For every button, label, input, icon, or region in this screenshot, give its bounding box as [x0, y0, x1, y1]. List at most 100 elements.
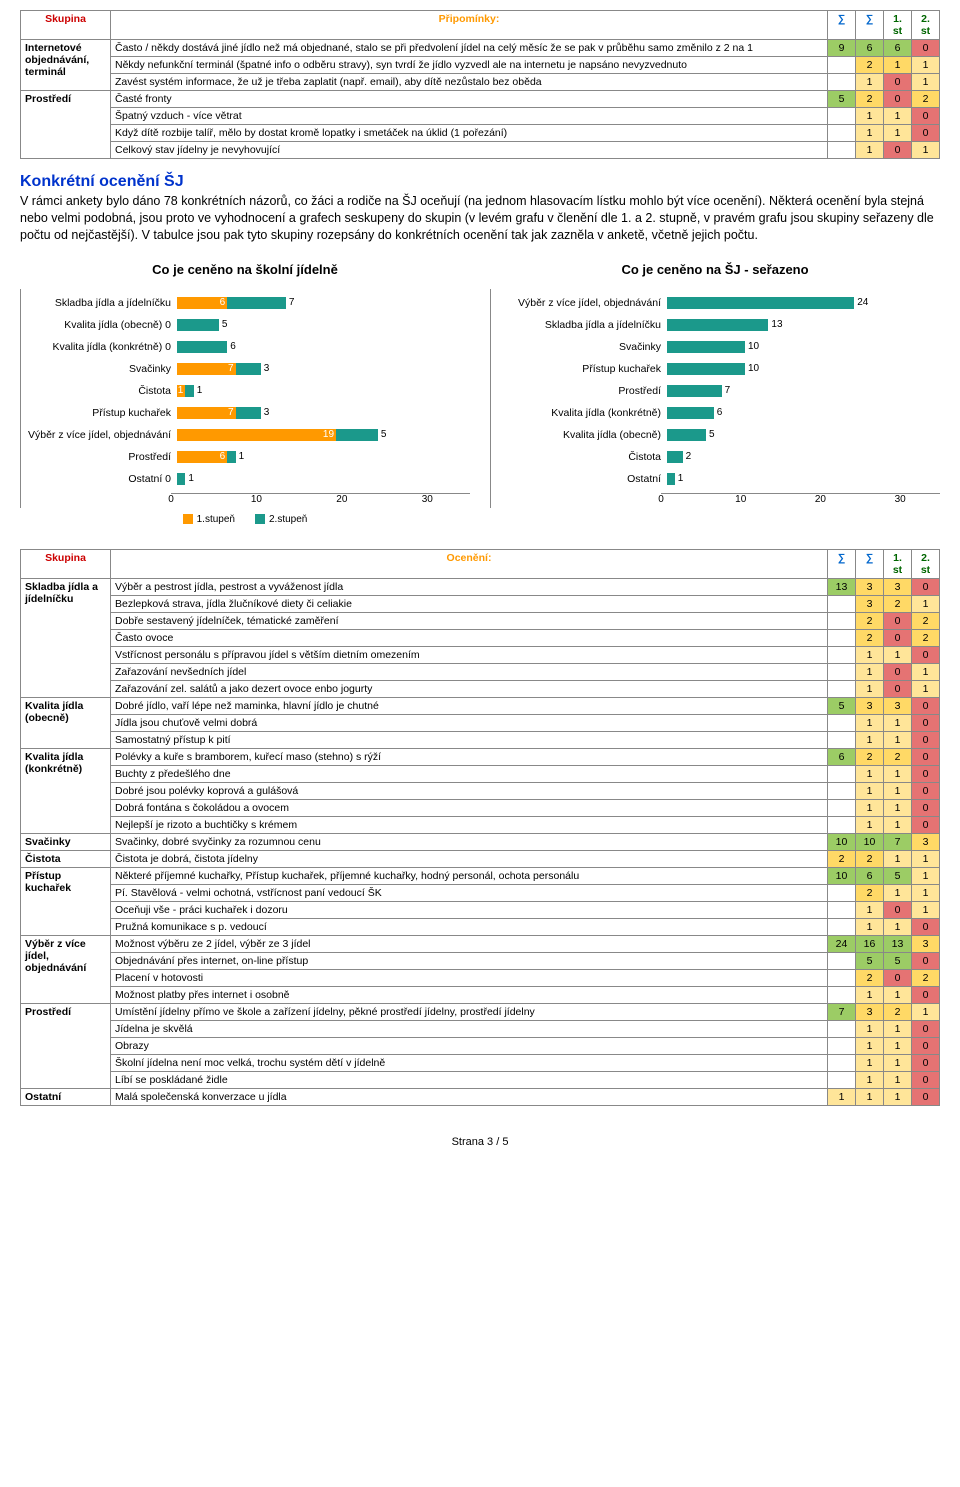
chart-bar: 11 — [177, 384, 470, 398]
value-cell: 1 — [884, 125, 912, 142]
value-cell: 1 — [856, 714, 884, 731]
value-cell: 0 — [912, 782, 940, 799]
row-text: Obrazy — [111, 1037, 828, 1054]
table-row: Někdy nefunkční terminál (špatné info o … — [21, 57, 940, 74]
value-cell — [828, 1020, 856, 1037]
value-cell: 2 — [912, 629, 940, 646]
value-cell: 1 — [884, 57, 912, 74]
row-text: Placení v hotovosti — [111, 969, 828, 986]
value-cell — [828, 74, 856, 91]
value-cell: 3 — [856, 697, 884, 714]
hdr-sum2: ∑ — [856, 549, 884, 578]
chart-category-label: Přístup kuchařek — [491, 363, 667, 375]
chart-category-label: Prostředí — [21, 451, 177, 463]
group-label: Výběr z více jídel, objednávání — [21, 935, 111, 1003]
table-row: OstatníMalá společenská konverzace u jíd… — [21, 1088, 940, 1105]
row-text: Nejlepší je rizoto a buchtičky s krémem — [111, 816, 828, 833]
row-text: Možnost platby přes internet i osobně — [111, 986, 828, 1003]
value-cell: 1 — [912, 901, 940, 918]
chart-bar: 73 — [177, 406, 470, 420]
value-cell: 7 — [884, 833, 912, 850]
value-cell: 0 — [912, 986, 940, 1003]
value-cell: 1 — [856, 1054, 884, 1071]
value-cell: 0 — [912, 1088, 940, 1105]
chart-right: Co je ceněno na ŠJ - seřazeno Výběr z ví… — [490, 262, 940, 525]
chart-row: Přístup kuchařek10 — [491, 361, 940, 377]
row-text: Buchty z předešlého dne — [111, 765, 828, 782]
value-cell: 1 — [884, 1037, 912, 1054]
value-cell: 1 — [884, 731, 912, 748]
value-cell: 2 — [856, 969, 884, 986]
table-row: Školní jídelna není moc velká, trochu sy… — [21, 1054, 940, 1071]
chart-row: Svačinky10 — [491, 339, 940, 355]
value-cell: 1 — [884, 884, 912, 901]
table-row: Celkový stav jídelny je nevyhovující101 — [21, 142, 940, 159]
value-cell: 2 — [912, 612, 940, 629]
row-text: Dobré jsou polévky koprová a gulášová — [111, 782, 828, 799]
chart-category-label: Skladba jídla a jídelníčku — [21, 297, 177, 309]
value-cell: 2 — [884, 748, 912, 765]
value-cell: 2 — [884, 595, 912, 612]
value-cell: 3 — [912, 833, 940, 850]
value-cell — [828, 799, 856, 816]
value-cell: 3 — [884, 578, 912, 595]
chart-row: Ostatní1 — [491, 471, 940, 487]
hdr-1st: 1. st — [884, 11, 912, 40]
row-text: Jídelna je skvělá — [111, 1020, 828, 1037]
chart-category-label: Výběr z více jídel, objednávání — [491, 297, 667, 309]
row-text: Špatný vzduch - více větrat — [111, 108, 828, 125]
group-label: Svačinky — [21, 833, 111, 850]
value-cell: 1 — [912, 884, 940, 901]
chart-row: Kvalita jídla (obecně)5 — [491, 427, 940, 443]
chart-category-label: Kvalita jídla (konkrétně) 0 — [21, 341, 177, 353]
value-cell: 0 — [912, 731, 940, 748]
value-cell: 0 — [912, 646, 940, 663]
row-text: Pí. Stavělová - velmi ochotná, vstřícnos… — [111, 884, 828, 901]
value-cell: 10 — [828, 867, 856, 884]
row-text: Časté fronty — [111, 91, 828, 108]
row-text: Polévky a kuře s bramborem, kuřecí maso … — [111, 748, 828, 765]
chart-bar: 61 — [177, 450, 470, 464]
value-cell: 2 — [856, 612, 884, 629]
value-cell — [828, 918, 856, 935]
value-cell: 3 — [912, 935, 940, 952]
value-cell: 6 — [884, 40, 912, 57]
value-cell: 1 — [856, 765, 884, 782]
row-text: Vstřícnost personálu s přípravou jídel s… — [111, 646, 828, 663]
row-text: Výběr a pestrost jídla, pestrost a vyváž… — [111, 578, 828, 595]
value-cell: 1 — [912, 867, 940, 884]
value-cell: 1 — [856, 142, 884, 159]
row-text: Dobré jídlo, vaří lépe než maminka, hlav… — [111, 697, 828, 714]
value-cell: 1 — [856, 782, 884, 799]
hdr-2st: 2. st — [912, 11, 940, 40]
value-cell: 2 — [856, 91, 884, 108]
value-cell — [828, 142, 856, 159]
chart-row: Ostatní 01 — [21, 471, 470, 487]
chart-category-label: Ostatní 0 — [21, 473, 177, 485]
value-cell: 1 — [856, 125, 884, 142]
table-row: Pí. Stavělová - velmi ochotná, vstřícnos… — [21, 884, 940, 901]
chart-bar: 24 — [667, 296, 940, 310]
table-row: Vstřícnost personálu s přípravou jídel s… — [21, 646, 940, 663]
chart-bar: 10 — [667, 340, 940, 354]
value-cell — [828, 901, 856, 918]
value-cell: 2 — [912, 969, 940, 986]
value-cell: 2 — [856, 629, 884, 646]
value-cell: 1 — [912, 663, 940, 680]
row-text: Čistota je dobrá, čistota jídelny — [111, 850, 828, 867]
chart-category-label: Skladba jídla a jídelníčku — [491, 319, 667, 331]
value-cell — [828, 884, 856, 901]
chart-bar: 195 — [177, 428, 470, 442]
value-cell — [828, 1054, 856, 1071]
legend-item: 2.stupeň — [255, 514, 307, 525]
value-cell: 1 — [884, 918, 912, 935]
table-row: Výběr z více jídel, objednáváníMožnost v… — [21, 935, 940, 952]
value-cell: 1 — [856, 901, 884, 918]
value-cell: 5 — [884, 952, 912, 969]
table-row: ProstředíUmístění jídelny přímo ve škole… — [21, 1003, 940, 1020]
chart-category-label: Výběr z více jídel, objednávání — [21, 429, 177, 441]
chart-bar: 13 — [667, 318, 940, 332]
value-cell — [828, 816, 856, 833]
value-cell — [828, 1037, 856, 1054]
value-cell: 0 — [884, 629, 912, 646]
